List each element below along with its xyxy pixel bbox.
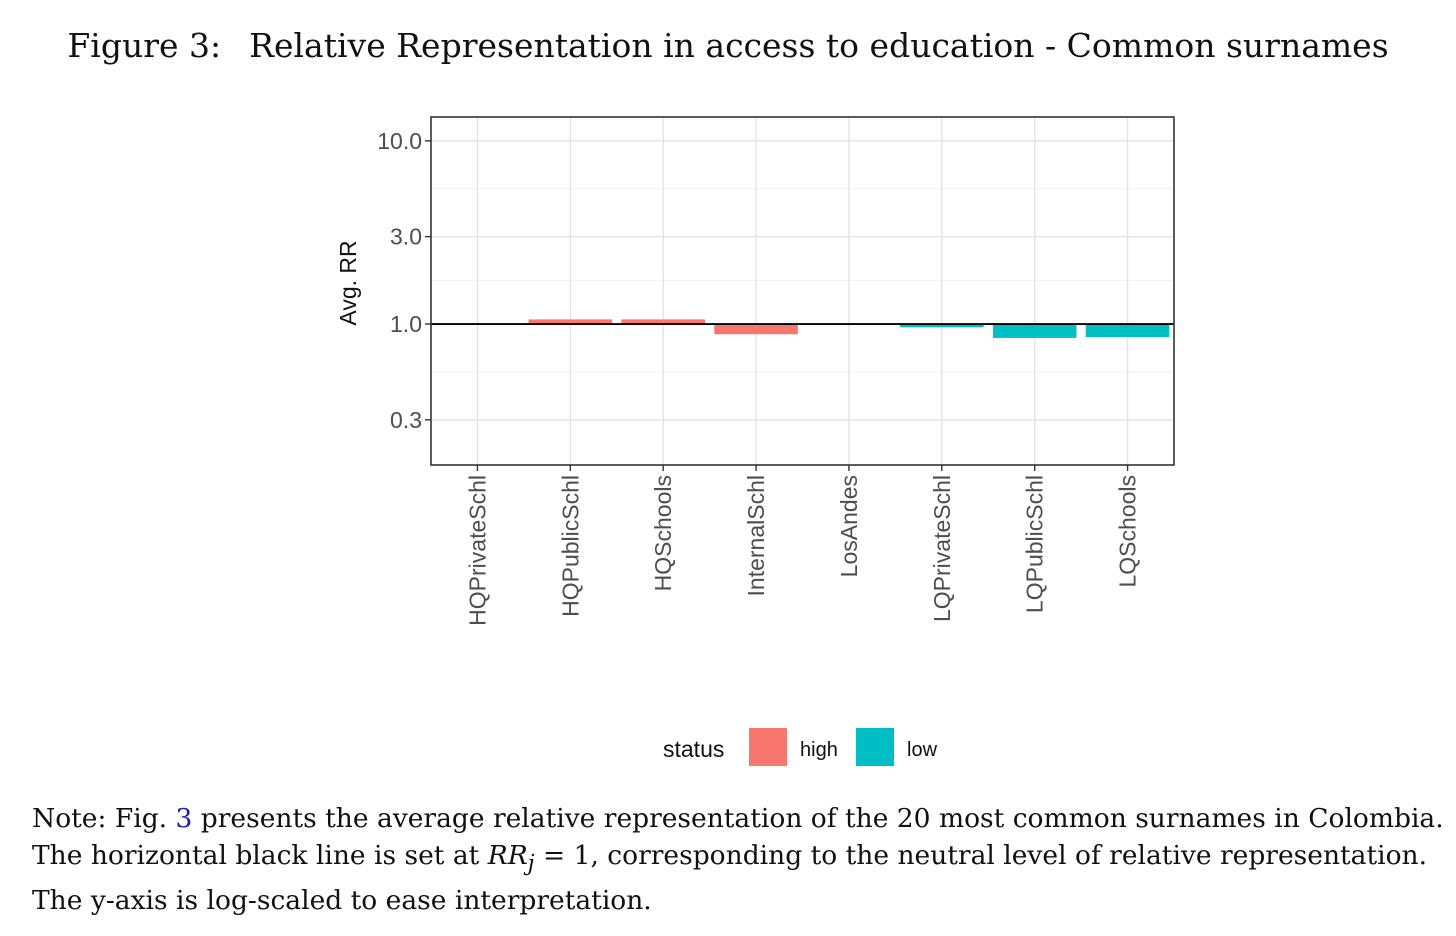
note-line-2: The horizontal black line is set at RRj …	[32, 837, 1442, 882]
note-line-1: Note: Fig. 3 presents the average relati…	[32, 800, 1444, 837]
legend-key-high	[749, 728, 787, 766]
grid-lines	[431, 117, 1174, 465]
x-tick-label: HQPublicSchl	[557, 475, 583, 617]
note-line-3: The y-axis is log-scaled to ease interpr…	[32, 885, 652, 917]
legend-key-low	[856, 728, 894, 766]
note-text: Note: Fig.	[32, 803, 176, 834]
x-tick-label: LQPublicSchl	[1022, 475, 1048, 613]
x-tick-label: HQPrivateSchl	[464, 475, 490, 626]
legend-label-low: low	[907, 739, 938, 761]
x-tick-label: HQSchools	[650, 475, 676, 591]
legend-label-high: high	[800, 739, 838, 761]
bars	[528, 319, 1170, 338]
figure-title-text: Relative Representation in access to edu…	[249, 26, 1389, 65]
bar-chart: 10.03.01.00.3 HQPrivateSchl HQPublicSchl H…	[335, 116, 1175, 766]
y-tick-label: 1.0	[390, 311, 422, 337]
y-tick-label: 10.0	[377, 128, 422, 154]
math-subscript: j	[527, 851, 535, 877]
note-text: , corresponding to the neutral level of …	[590, 840, 1428, 871]
note-text: The horizontal black line is set at	[32, 840, 488, 871]
note-text: presents the average relative representa…	[192, 803, 1444, 834]
figure-note: Note: Fig. 3 presents the average relati…	[32, 800, 1444, 919]
y-axis-label: Avg. RR	[335, 240, 361, 325]
math-rr: RR	[487, 840, 528, 871]
x-tick-label: LQSchools	[1115, 475, 1141, 588]
legend: status high low	[663, 728, 938, 766]
y-tick-label: 0.3	[390, 407, 422, 433]
bar-hqpublicschl	[528, 319, 613, 325]
legend-title: status	[663, 736, 724, 762]
math-equals: = 1	[534, 840, 591, 871]
figure-title: Figure 3: Relative Representation in acce…	[0, 26, 1456, 65]
x-axis: HQPrivateSchl HQPublicSchl HQSchools Intern…	[464, 465, 1141, 626]
bar-lqschools	[1085, 324, 1170, 337]
bar-hqschools	[621, 319, 705, 325]
figure-number: Figure 3:	[67, 26, 222, 65]
bar-lqpublicschl	[992, 324, 1077, 338]
figure-reference-link[interactable]: 3	[175, 803, 193, 834]
y-tick-label: 3.0	[390, 224, 422, 250]
x-tick-label: LosAndes	[836, 475, 862, 577]
x-tick-label: LQPrivateSchl	[929, 475, 955, 622]
bar-lqprivateschl	[900, 324, 984, 328]
plot-panel-border	[430, 116, 1175, 466]
bar-internalschl	[714, 324, 798, 335]
y-axis: 10.0 3.0 1.0 0.3	[377, 128, 431, 433]
x-tick-label: InternalSchl	[743, 475, 769, 596]
